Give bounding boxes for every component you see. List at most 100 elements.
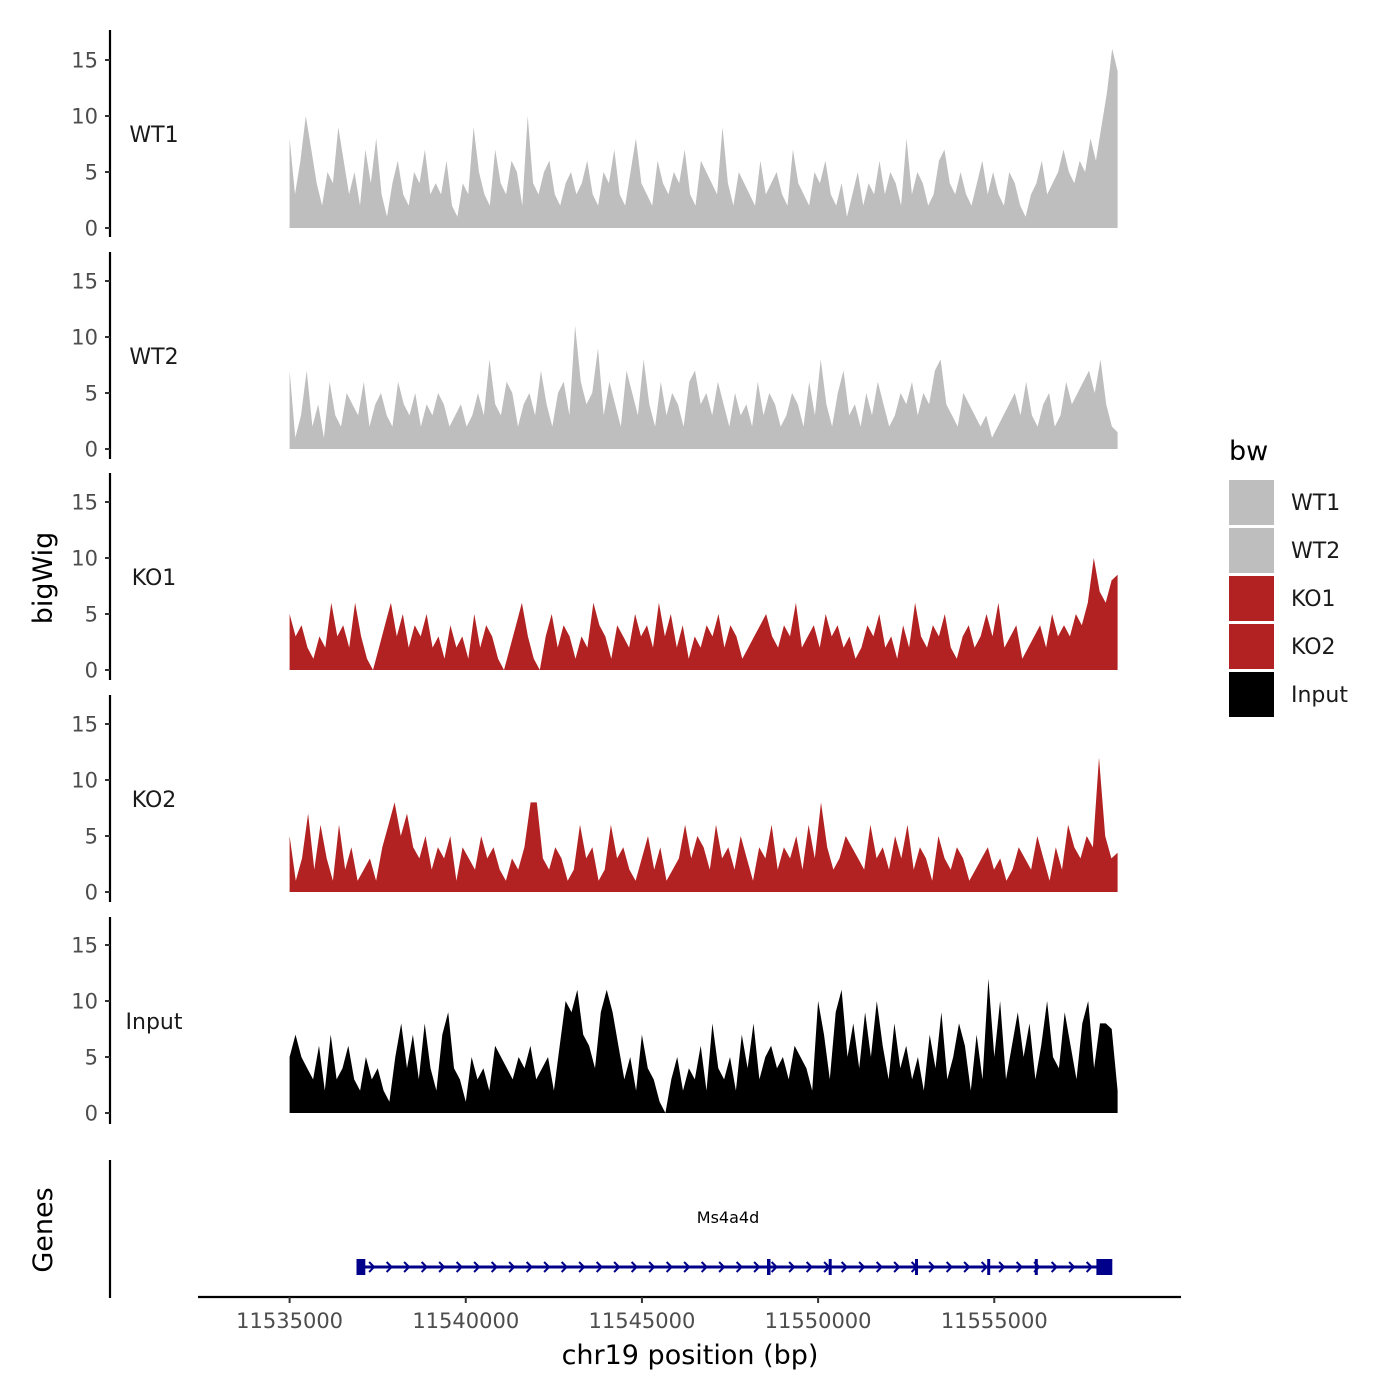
legend-key-input bbox=[1229, 672, 1274, 717]
track-wt2: 0 5 10 15 WT2 bbox=[71, 252, 1118, 462]
y-tick-label: 0 bbox=[85, 438, 98, 462]
strand-arrow bbox=[595, 1261, 604, 1273]
strand-arrow bbox=[735, 1261, 744, 1273]
x-tick-label: 11555000 bbox=[941, 1309, 1048, 1333]
y-tick-label: 0 bbox=[85, 1102, 98, 1126]
legend-label-wt1: WT1 bbox=[1291, 491, 1340, 516]
area-wt1 bbox=[289, 48, 1118, 228]
strand-arrow bbox=[770, 1261, 779, 1273]
strand-arrow bbox=[578, 1261, 586, 1273]
track-ko2: 0 5 10 15 KO2 bbox=[71, 695, 1118, 905]
strand-arrow bbox=[420, 1261, 429, 1273]
track-label-wt2: WT2 bbox=[129, 345, 178, 370]
exon bbox=[1034, 1259, 1038, 1275]
x-tick-label: 11550000 bbox=[765, 1309, 872, 1333]
strand-arrow bbox=[893, 1261, 901, 1273]
strand-arrow bbox=[665, 1261, 674, 1273]
strand-arrow bbox=[560, 1261, 569, 1273]
strand-arrow bbox=[385, 1261, 394, 1273]
track-label-wt1: WT1 bbox=[129, 123, 178, 148]
y-tick-label: 15 bbox=[71, 270, 98, 294]
x-axis-title: chr19 position (bp) bbox=[562, 1340, 819, 1371]
strand-arrow bbox=[508, 1261, 516, 1273]
y-tick-label: 5 bbox=[85, 603, 98, 627]
y-tick-label: 10 bbox=[71, 105, 98, 129]
y-tick-label: 5 bbox=[85, 382, 98, 406]
y-tick-label: 10 bbox=[71, 547, 98, 571]
strand-arrow bbox=[683, 1261, 691, 1273]
y-tick-label: 15 bbox=[71, 934, 98, 958]
legend-label-ko1: KO1 bbox=[1291, 587, 1336, 612]
legend-label-input: Input bbox=[1291, 683, 1348, 708]
y-tick-label: 5 bbox=[85, 1046, 98, 1070]
track-label-ko1: KO1 bbox=[132, 566, 177, 591]
strand-arrow bbox=[1068, 1261, 1076, 1273]
strand-arrow bbox=[805, 1261, 814, 1273]
exon bbox=[1096, 1259, 1113, 1275]
strand-arrow bbox=[858, 1261, 866, 1273]
strand-arrow bbox=[1050, 1261, 1059, 1273]
area-ko2 bbox=[289, 757, 1118, 892]
legend-title: bw bbox=[1229, 436, 1268, 467]
exon bbox=[767, 1259, 771, 1275]
legend-key-ko1 bbox=[1229, 576, 1274, 621]
y-tick-label: 15 bbox=[71, 491, 98, 515]
y-tick-label: 10 bbox=[71, 326, 98, 350]
strand-arrow bbox=[928, 1261, 936, 1273]
y-tick-label: 0 bbox=[85, 881, 98, 905]
strand-arrow bbox=[543, 1261, 551, 1273]
strand-arrow bbox=[455, 1261, 464, 1273]
strand-arrow bbox=[630, 1261, 639, 1273]
strand-arrow bbox=[473, 1261, 481, 1273]
track-input: 0 5 10 15 Input bbox=[71, 917, 1118, 1126]
area-ko1 bbox=[289, 558, 1118, 670]
strand-arrow bbox=[788, 1261, 796, 1273]
y-tick-label: 0 bbox=[85, 217, 98, 241]
strand-arrow bbox=[438, 1261, 446, 1273]
y-tick-label: 15 bbox=[71, 713, 98, 737]
x-tick-label: 11540000 bbox=[412, 1309, 519, 1333]
strand-arrow bbox=[1015, 1261, 1024, 1273]
strand-arrow bbox=[753, 1261, 761, 1273]
exon bbox=[828, 1259, 832, 1275]
y-tick-label: 15 bbox=[71, 49, 98, 73]
x-tick-label: 11545000 bbox=[588, 1309, 695, 1333]
area-wt2 bbox=[289, 325, 1118, 449]
strand-arrow bbox=[613, 1261, 621, 1273]
x-tick-label: 11535000 bbox=[236, 1309, 343, 1333]
strand-arrow bbox=[980, 1261, 989, 1273]
legend-key-wt1 bbox=[1229, 480, 1274, 525]
y-tick-label: 10 bbox=[71, 769, 98, 793]
strand-arrow bbox=[945, 1261, 954, 1273]
strand-arrow bbox=[840, 1261, 849, 1273]
legend-key-ko2 bbox=[1229, 624, 1274, 669]
genes-axis-title: Genes bbox=[28, 1187, 59, 1272]
strand-arrow bbox=[1085, 1261, 1094, 1273]
gene-name-label: Ms4a4d bbox=[697, 1208, 759, 1227]
y-tick-label: 10 bbox=[71, 990, 98, 1014]
strand-arrow bbox=[525, 1261, 534, 1273]
strand-arrow bbox=[875, 1261, 884, 1273]
exon bbox=[915, 1259, 918, 1275]
track-ko1: 0 5 10 15 KO1 bbox=[71, 473, 1118, 683]
strand-arrow bbox=[648, 1261, 656, 1273]
y-tick-label: 5 bbox=[85, 161, 98, 185]
strand-arrow bbox=[490, 1261, 499, 1273]
strand-arrow bbox=[403, 1261, 411, 1273]
track-panels: 0 5 10 15 WT1 0 5 10 15 WT2 0 5 10 15 KO1 0 5 10 15 KO2 0 5 10… bbox=[71, 30, 1118, 1126]
exon bbox=[356, 1259, 366, 1275]
x-axis: 11535000 11540000 11545000 11550000 11555000 bbox=[198, 1295, 1181, 1333]
area-input bbox=[289, 978, 1118, 1113]
legend: WT1 WT2 KO1 KO2 Input bbox=[1229, 480, 1348, 717]
exon bbox=[987, 1259, 991, 1275]
track-wt1: 0 5 10 15 WT1 bbox=[71, 30, 1118, 241]
y-axis-title: bigWig bbox=[28, 532, 59, 625]
strand-arrow bbox=[368, 1261, 376, 1273]
legend-label-wt2: WT2 bbox=[1291, 539, 1340, 564]
gene-track: Ms4a4d bbox=[108, 1160, 1113, 1298]
strand-arrow bbox=[998, 1261, 1006, 1273]
track-label-input: Input bbox=[126, 1010, 183, 1035]
track-label-ko2: KO2 bbox=[132, 788, 177, 813]
strand-arrow bbox=[718, 1261, 726, 1273]
